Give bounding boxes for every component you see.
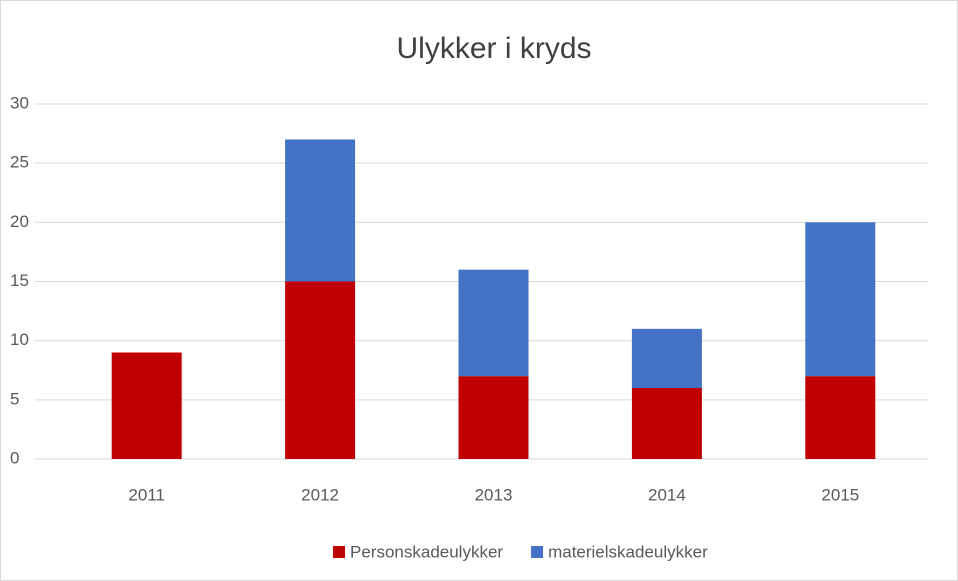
- bar-segment: [631, 388, 702, 459]
- bar-segment: [458, 269, 529, 377]
- x-tick-label: 2013: [475, 485, 513, 504]
- bar-segment: [111, 352, 182, 459]
- bar-segment: [805, 222, 876, 377]
- y-tick-label: 5: [10, 389, 19, 408]
- legend-swatch: [531, 546, 544, 558]
- y-tick-label: 10: [10, 330, 29, 349]
- bar-segment: [458, 376, 529, 459]
- chart-title: Ulykker i kryds: [396, 32, 591, 65]
- legend-label: materielskadeulykker: [548, 542, 708, 561]
- x-tick-label: 2014: [648, 485, 686, 504]
- bar-segment: [285, 139, 356, 282]
- y-tick-label: 15: [10, 271, 29, 290]
- legend-swatch: [333, 546, 345, 558]
- legend-label: Personskadeulykker: [350, 542, 503, 561]
- x-tick-label: 2011: [128, 485, 165, 504]
- y-tick-label: 30: [10, 93, 29, 112]
- bar-segment: [805, 376, 876, 459]
- x-tick-label: 2015: [821, 485, 859, 504]
- y-tick-label: 20: [10, 212, 29, 231]
- y-tick-label: 0: [10, 448, 19, 467]
- bar-segment: [285, 281, 356, 459]
- x-tick-label: 2012: [301, 485, 339, 504]
- bar-segment: [631, 328, 702, 388]
- y-tick-label: 25: [10, 153, 29, 172]
